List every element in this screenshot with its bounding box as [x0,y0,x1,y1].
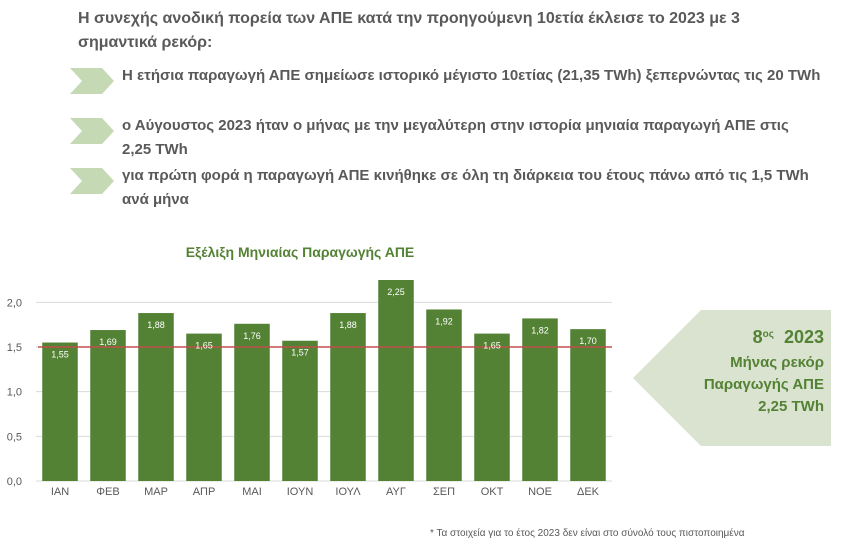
bar [570,329,606,481]
y-tick-label: 1,5 [7,342,22,354]
callout-line: Μήνας ρεκόρ [730,354,824,371]
bar [234,323,270,481]
bar-value-label: 1,88 [147,320,165,330]
x-category-label: ΙΟΥΝ [287,486,314,498]
bar-value-label: 1,88 [339,320,357,330]
bullet-text: για πρώτη φορά η παραγωγή ΑΠΕ κινήθηκε σ… [122,167,809,208]
bar [522,318,558,481]
callout-year: 2023 [783,327,824,347]
bar-value-label: 1,65 [483,341,501,351]
bar-value-label: 2,25 [387,287,405,297]
bar-value-label: 1,82 [531,325,549,335]
bar-chart: Εξέλιξη Μηνιαίας Παραγωγής ΑΠΕ 0,0 0,5 1,0… [7,244,612,498]
bar [330,313,366,481]
chevron-right-icon [70,168,114,194]
callout-rank-year: 8ος 2023 [672,324,824,350]
y-tick-label: 1,0 [7,387,22,399]
bar-value-label: 1,69 [99,337,117,347]
headline: Η συνεχής ανοδική πορεία των ΑΠΕ κατά τη… [78,10,740,51]
bar [42,342,78,481]
bar [378,280,414,481]
bullet-item: για πρώτη φορά η παραγωγή ΑΠΕ κινήθηκε σ… [70,164,830,212]
bar-value-label: 1,92 [435,316,453,326]
bar [138,313,174,481]
chevron-right-icon [70,68,114,94]
x-category-label: ΝΟΕ [528,486,552,498]
bullet-item: ο Αύγουστος 2023 ήταν ο μήνας με την μεγ… [70,114,830,162]
record-callout: 8ος 2023 Μήνας ρεκόρ Παραγωγής ΑΠΕ 2,25 … [672,324,824,418]
bullet-item: Η ετήσια παραγωγή ΑΠΕ σημείωσε ιστορικό … [70,64,830,112]
y-tick-label: 0,5 [7,431,22,443]
bar-value-label: 1,57 [291,348,309,358]
footnote: * Τα στοιχεία για το έτος 2023 δεν είναι… [430,528,745,539]
bar-value-label: 1,70 [579,336,597,346]
y-tick-label: 2,0 [7,297,22,309]
callout-line: 2,25 TWh [758,398,824,415]
chevron-right-icon [70,118,114,144]
bar-value-label: 1,76 [243,331,261,341]
x-category-label: ΜΑΙ [242,486,262,498]
bar [426,309,462,481]
bar-value-label: 1,65 [195,341,213,351]
x-category-label: ΔΕΚ [577,486,600,498]
x-category-label: ΜΑΡ [144,486,168,498]
bar [186,333,222,481]
record-callout-shape [633,310,831,446]
bar [90,330,126,481]
callout-rank-suffix: ος [762,329,774,340]
x-category-label: ΙΑΝ [51,486,69,498]
x-category-label: ΑΠΡ [193,486,216,498]
x-category-label: ΑΥΓ [386,486,406,498]
chart-title: Εξέλιξη Μηνιαίας Παραγωγής ΑΠΕ [186,244,415,260]
bar [474,333,510,481]
callout-rank: 8 [752,327,763,347]
callout-line: Παραγωγής ΑΠΕ [703,376,824,393]
x-category-label: ΙΟΥΛ [335,486,361,498]
bar-value-label: 1,55 [51,350,69,360]
x-category-label: ΟΚΤ [481,486,504,498]
bullet-text: ο Αύγουστος 2023 ήταν ο μήνας με την μεγ… [122,117,789,158]
x-category-label: ΦΕΒ [96,486,119,498]
bullet-text: Η ετήσια παραγωγή ΑΠΕ σημείωσε ιστορικό … [122,67,821,84]
x-category-label: ΣΕΠ [433,486,455,498]
y-tick-label: 0,0 [7,476,22,488]
bar [282,340,318,481]
